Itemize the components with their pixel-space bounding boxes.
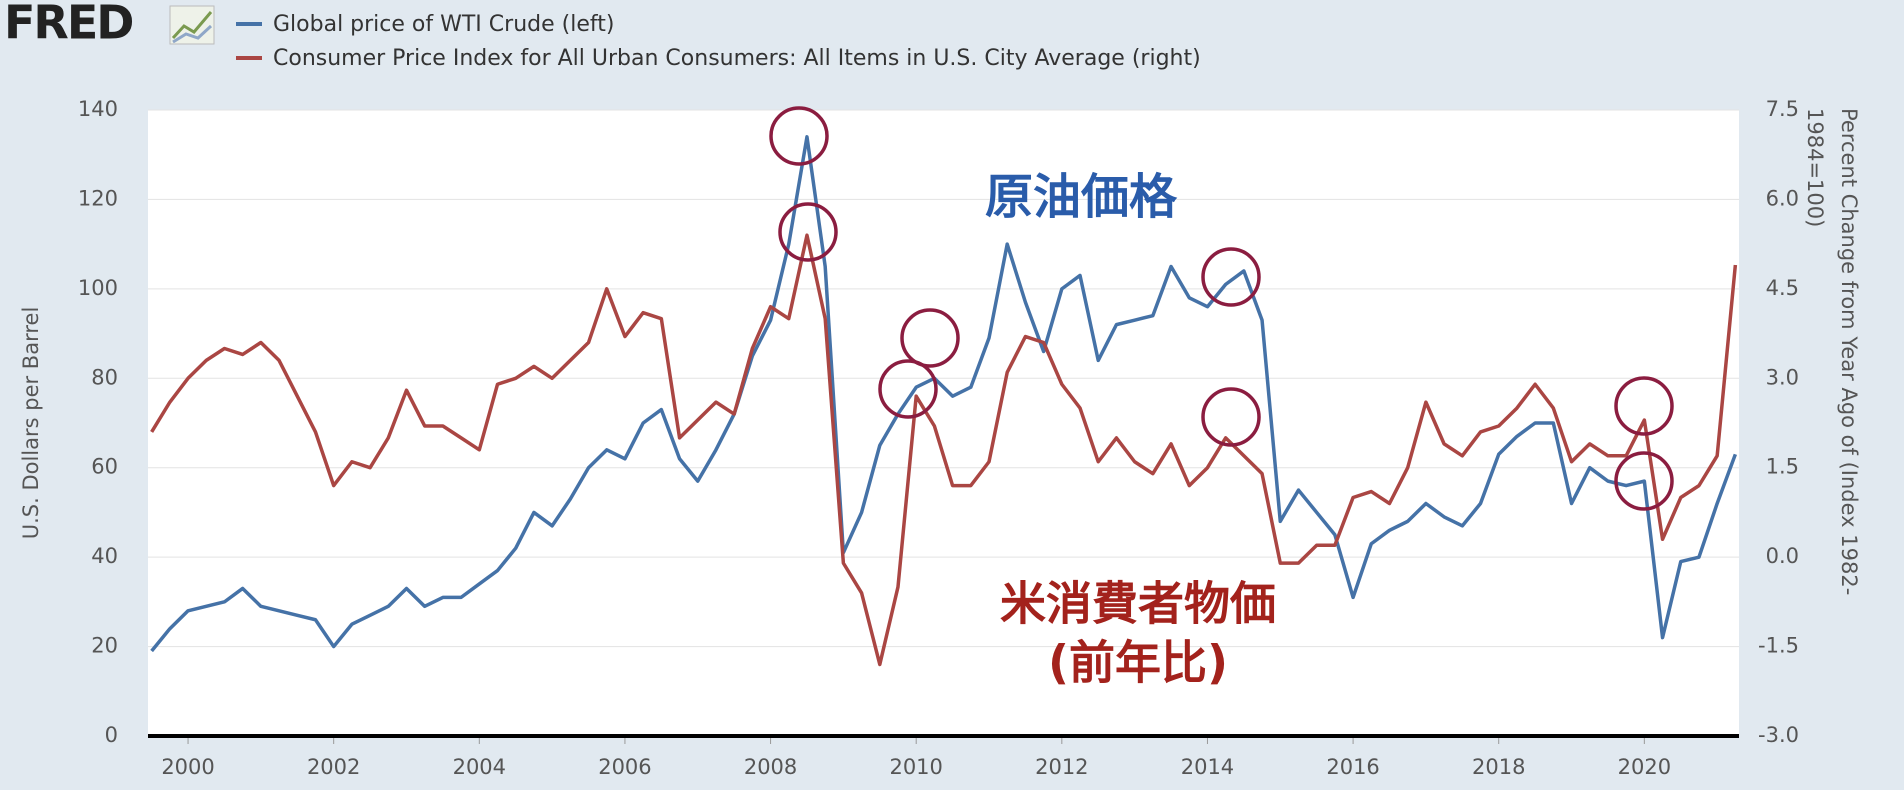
- x-tick-label: 2008: [744, 755, 797, 779]
- x-tick-label: 2018: [1472, 755, 1525, 779]
- y2-tick-label: 7.5: [1766, 97, 1799, 121]
- x-tick-label: 2012: [1035, 755, 1088, 779]
- series-line: [150, 135, 1738, 653]
- y-tick-label: 40: [91, 544, 118, 568]
- x-tick-label: 2010: [889, 755, 942, 779]
- annotation: 原油価格: [985, 169, 1178, 225]
- y-tick-label: 100: [78, 276, 118, 300]
- y2-axis-label: Percent Change from Year Ago of (Index 1…: [1803, 108, 1861, 596]
- y2-tick-label: 0.0: [1766, 544, 1799, 568]
- plot-area: [148, 110, 1739, 736]
- x-tick-label: 2014: [1181, 755, 1234, 779]
- y2-tick-label: -1.5: [1758, 634, 1799, 658]
- series-line: [150, 233, 1738, 667]
- x-tick-label: 2020: [1618, 755, 1671, 779]
- y2-tick-label: 3.0: [1766, 365, 1799, 389]
- y-tick-label: 20: [91, 634, 118, 658]
- y-tick-label: 80: [91, 365, 118, 389]
- y2-tick-label: 6.0: [1766, 186, 1799, 210]
- y2-tick-label: -3.0: [1758, 723, 1799, 747]
- x-tick-label: 2004: [453, 755, 506, 779]
- plot: 0 20 40 60 80 100 120 140 -3.0 -1.5 0.0 1.5 3.0 4.5 6.…: [78, 97, 1799, 779]
- x-tick-label: 2000: [161, 755, 214, 779]
- highlight-circles: [769, 106, 1674, 511]
- logo-icon: [169, 5, 215, 45]
- x-tick-label: 2016: [1326, 755, 1379, 779]
- logo: FRED: [4, 0, 132, 50]
- y-tick-label: 140: [78, 97, 118, 121]
- annotation: 米消費者物価: [1000, 577, 1276, 631]
- y-tick-label: 60: [91, 455, 118, 479]
- y-tick-label: 120: [78, 186, 118, 210]
- legend-entry: Consumer Price Index for All Urban Consu…: [273, 46, 1201, 71]
- y-tick-label: 0: [105, 723, 118, 747]
- x-tick-label: 2006: [598, 755, 651, 779]
- legend-entry: Global price of WTI Crude (left): [273, 12, 614, 37]
- annotation: (前年比): [1048, 636, 1228, 690]
- y-axis-label: U.S. Dollars per Barrel: [19, 307, 43, 540]
- y2-tick-label: 4.5: [1766, 276, 1799, 300]
- y2-tick-label: 1.5: [1766, 455, 1799, 479]
- x-tick-label: 2002: [307, 755, 360, 779]
